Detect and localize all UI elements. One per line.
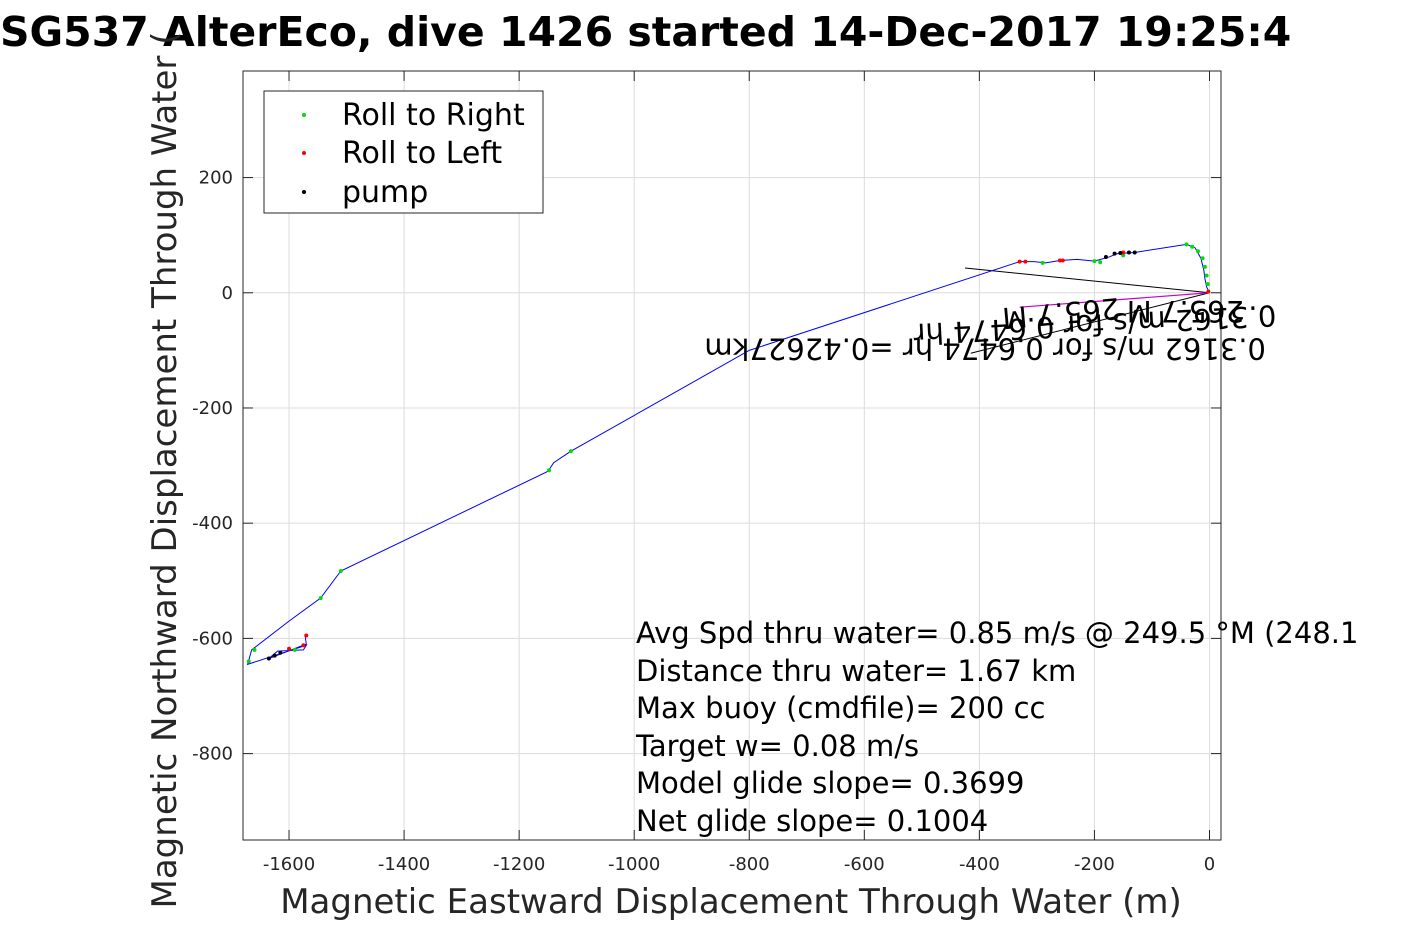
roll-left-point: [304, 633, 309, 638]
info-max-buoy: Max buoy (cmdfile)= 200 cc: [636, 691, 1045, 725]
roll-right-point: [338, 568, 343, 573]
roll-left-point: [301, 643, 306, 648]
dive-summary: Avg Spd thru water= 0.85 m/s @ 249.5 °M …: [635, 616, 1358, 838]
roll-right-point: [1190, 244, 1195, 249]
x-tick-label: -400: [959, 854, 1000, 875]
current-annotations: 0.3162 m/s for 0.6474 hr =0.42627km265.7…: [704, 291, 1277, 365]
roll-right-point: [252, 647, 257, 652]
pump-point: [278, 650, 283, 655]
x-tick-label: -1000: [608, 854, 660, 875]
y-axis-label: Magnetic Northward Displacement Through …: [145, 32, 185, 909]
pump-point: [1126, 250, 1131, 255]
y-tick-label: 0: [222, 283, 233, 304]
current-annotation: 0.3162 m/s for 0.6474 hr =0.42627km: [704, 331, 1266, 365]
roll-right-point: [1040, 260, 1045, 265]
legend-label-pump: pump: [342, 175, 428, 210]
x-tick-label: -1600: [263, 854, 315, 875]
roll-right-point: [1204, 273, 1209, 278]
roll-right-point: [246, 659, 251, 664]
y-tick-label: -600: [192, 628, 233, 649]
info-avg-speed: Avg Spd thru water= 0.85 m/s @ 249.5 °M …: [636, 616, 1358, 650]
current-annotation: 265.7 M: [1127, 294, 1244, 328]
pump-point: [266, 656, 271, 661]
heading-vector-line: [1019, 292, 1210, 308]
current-vector-line: [970, 292, 1210, 354]
roll-right-point: [1195, 249, 1200, 254]
info-net-glide-slope: Net glide slope= 0.1004: [636, 804, 988, 838]
info-target-w: Target w= 0.08 m/s: [635, 729, 919, 763]
x-tick-label: -200: [1074, 854, 1115, 875]
roll-right-point: [547, 468, 552, 473]
legend-box: [263, 90, 544, 214]
y-tick-label: -200: [192, 398, 233, 419]
chart-title: SG537 AlterEco, dive 1426 started 14-Dec…: [0, 8, 1291, 56]
x-tick-label: -800: [729, 854, 770, 875]
roll-left-point: [1060, 258, 1065, 263]
roll-right-point: [1098, 260, 1103, 265]
roll-right-point: [1121, 253, 1126, 258]
legend: Roll to Right Roll to Left pump: [263, 90, 544, 214]
y-tick-label: 200: [199, 168, 233, 189]
x-tick-label: -600: [844, 854, 885, 875]
roll-left-point: [1206, 289, 1211, 294]
plot-frame: [242, 70, 1222, 841]
legend-marker-roll-right: [302, 113, 306, 117]
roll-right-point: [1092, 259, 1097, 264]
x-tick-label: -1200: [493, 854, 545, 875]
roll-right-point: [1184, 242, 1189, 247]
x-tick-label: 0: [1204, 854, 1215, 875]
roll-right-point: [1205, 282, 1210, 287]
pump-point: [1132, 250, 1137, 255]
current-vectors: [964, 267, 1210, 354]
y-tick-label: -800: [192, 744, 233, 765]
legend-label-roll-left: Roll to Left: [342, 136, 502, 171]
roll-left-point: [1023, 259, 1028, 264]
legend-label-roll-right: Roll to Right: [342, 98, 525, 133]
roll-right-point: [292, 647, 297, 652]
y-tick-label: -400: [192, 513, 233, 534]
series-points: [246, 242, 1211, 664]
pump-point: [1103, 255, 1108, 260]
pump-point: [272, 653, 277, 658]
legend-marker-roll-left: [302, 151, 306, 155]
info-model-glide-slope: Model glide slope= 0.3699: [636, 766, 1024, 800]
pump-point: [1112, 251, 1117, 256]
grid: [243, 71, 1221, 840]
roll-left-point: [1017, 259, 1022, 264]
x-axis-label: Magnetic Eastward Displacement Through W…: [280, 882, 1182, 922]
roll-right-point: [1200, 256, 1205, 261]
current-vector-line: [964, 267, 1210, 294]
roll-left-point: [287, 646, 292, 651]
roll-right-point: [1202, 264, 1207, 269]
y-axis: -800 -600 -400 -200 0 200: [192, 168, 1221, 765]
roll-right-point: [318, 596, 323, 601]
roll-left-point: [1057, 258, 1062, 263]
roll-right-point: [568, 449, 573, 454]
info-distance: Distance thru water= 1.67 km: [636, 654, 1076, 688]
x-tick-label: -1400: [378, 854, 430, 875]
x-axis: -1600 -1400 -1200 -1000 -800 -600 -400 -200 0: [263, 71, 1215, 875]
legend-marker-pump: [302, 190, 306, 194]
pump-point: [1118, 251, 1123, 256]
